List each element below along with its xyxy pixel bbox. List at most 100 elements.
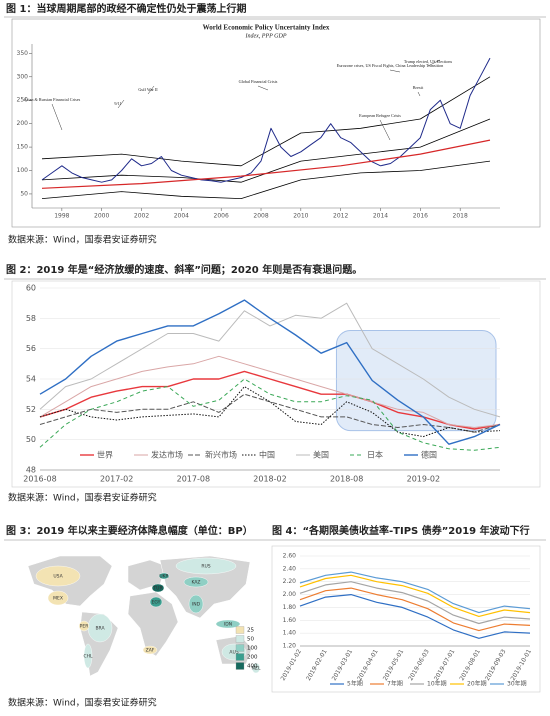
legend-label: 美国 xyxy=(313,450,329,460)
series-line xyxy=(39,302,501,418)
annotation: Asian & Russian Financial Crises xyxy=(24,97,81,102)
legend-label: 20年期 xyxy=(467,680,487,688)
x-tick-label: 2018-08 xyxy=(330,475,363,484)
x-tick-label: 2014 xyxy=(373,213,388,220)
region-label: NZL xyxy=(252,666,261,672)
series-line xyxy=(39,355,501,428)
x-tick-label: 2016-08 xyxy=(23,475,56,484)
series-line xyxy=(299,594,531,639)
legend-swatch xyxy=(235,626,245,634)
annotation-leader xyxy=(257,85,269,91)
region-label: IDN xyxy=(224,622,232,628)
series-line xyxy=(299,587,531,632)
annotation-leader xyxy=(147,85,155,95)
x-tick-label: 2008 xyxy=(253,213,268,220)
legend-label: 5年期 xyxy=(347,680,363,688)
map-region xyxy=(158,572,170,580)
y-tick-label: 200 xyxy=(17,120,29,127)
x-tick-label: 2018-02 xyxy=(253,475,286,484)
legend-label: 世界 xyxy=(97,450,113,460)
legend-swatch xyxy=(235,653,245,661)
y-tick-label: 56 xyxy=(26,344,36,353)
y-tick-label: 2.40 xyxy=(283,565,297,572)
y-tick-label: 1.80 xyxy=(283,604,297,611)
legend-label: 新兴市场 xyxy=(205,450,237,460)
legend-label: 30年期 xyxy=(507,680,527,688)
y-tick-label: 1.20 xyxy=(283,643,297,650)
caption: 图 3：2019 年以来主要经济体降息幅度（单位：BP） xyxy=(6,524,253,537)
annotation: Eurozone crises, US Fiscal Fights, China… xyxy=(337,63,444,69)
region-label: EGY xyxy=(152,600,161,606)
region-label: UKR xyxy=(159,574,168,580)
figure-frame xyxy=(11,18,541,228)
y-tick-label: 54 xyxy=(26,375,36,384)
x-tick-label: 2018 xyxy=(453,213,468,220)
map-region xyxy=(83,643,93,669)
source: 数据来源：Wind，国泰君安证券研究 xyxy=(8,234,157,246)
legend-label: 日本 xyxy=(367,450,383,460)
legend-swatch xyxy=(235,662,245,670)
y-tick-label: 2.00 xyxy=(283,591,297,598)
legend-label: 50 xyxy=(247,637,254,643)
series-line xyxy=(39,386,501,438)
y-tick-label: 300 xyxy=(17,73,29,80)
y-tick-label: 60 xyxy=(26,284,36,293)
region-label: ZAF xyxy=(146,648,155,654)
legend-label: 10年期 xyxy=(427,680,447,688)
chart-title: World Economic Policy Uncertainty Index xyxy=(203,24,330,32)
highlight-region xyxy=(335,329,497,432)
series-line xyxy=(299,571,531,614)
y-tick-label: 48 xyxy=(26,466,36,475)
annotation-leader xyxy=(417,91,421,97)
x-tick-label: 2012 xyxy=(333,213,348,220)
region-label: PER xyxy=(80,624,89,630)
legend-label: 发达市场 xyxy=(151,450,183,460)
region-label: AUS xyxy=(229,650,238,656)
map-region xyxy=(251,662,261,674)
caption: 图 2：2019 年是“经济放缓的速度、斜率”问题；2020 年则是否有衰退问题… xyxy=(6,263,362,276)
caption: 图 1：当球周期尾部的政经不确定性仍处于震荡上行期 xyxy=(6,2,246,15)
source: 数据来源：Wind，国泰君安证券研究 xyxy=(8,492,157,504)
region-label: BRA xyxy=(95,626,105,632)
x-tick-label: 2010 xyxy=(293,213,308,220)
map-region xyxy=(78,620,90,632)
map-region xyxy=(149,596,163,608)
region-label: CHL xyxy=(83,654,93,660)
series-line xyxy=(41,160,491,199)
map-region xyxy=(35,565,81,587)
legend-label: 200 xyxy=(247,655,258,661)
series-line xyxy=(41,76,491,167)
y-tick-label: 250 xyxy=(17,97,29,104)
annotation-leader xyxy=(427,59,441,67)
chart-subtitle: Index, PPP GDP xyxy=(244,33,286,39)
series-line xyxy=(299,581,531,625)
series-line xyxy=(41,57,491,183)
series-line xyxy=(299,574,531,617)
y-tick-label: 50 xyxy=(26,435,36,444)
x-tick-label: 2006 xyxy=(214,213,229,220)
map-region xyxy=(183,576,209,588)
y-tick-label: 1.60 xyxy=(283,617,297,624)
map-region xyxy=(47,590,69,606)
y-tick-label: 150 xyxy=(17,144,29,151)
source: 数据来源：Wind，国泰君安证券研究 xyxy=(8,697,157,709)
map-region xyxy=(215,619,241,629)
annotation-leader xyxy=(379,119,391,141)
land xyxy=(127,559,167,591)
legend-label: 7年期 xyxy=(387,680,403,688)
x-tick-label: 2000 xyxy=(94,213,109,220)
y-tick-label: 50 xyxy=(20,190,28,197)
region-label: RUS xyxy=(201,564,210,570)
annotation: Gulf War II xyxy=(138,87,158,92)
annotation-leader xyxy=(389,69,401,73)
map-region xyxy=(142,645,158,655)
map-region xyxy=(151,583,165,593)
map-region xyxy=(188,594,204,614)
y-tick-label: 1.40 xyxy=(283,630,297,637)
region-label: IND xyxy=(192,602,201,608)
legend-swatch xyxy=(235,644,245,652)
map-region xyxy=(175,557,237,575)
land xyxy=(127,591,179,657)
annotation: Trump elected, US Elections xyxy=(404,59,453,65)
